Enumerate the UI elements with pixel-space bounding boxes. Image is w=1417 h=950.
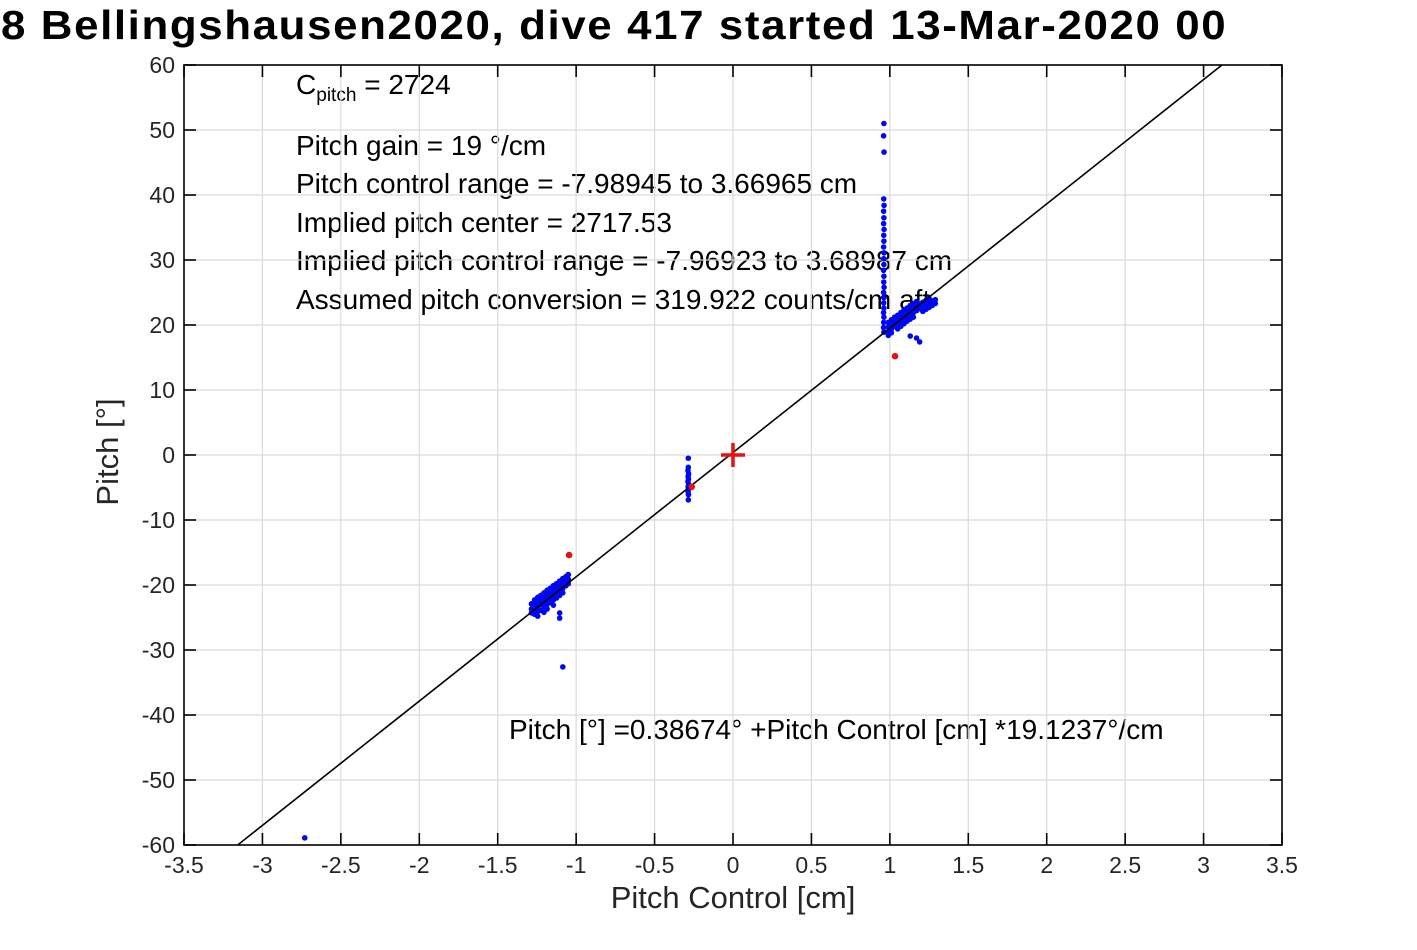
svg-text:40: 40 bbox=[149, 182, 175, 208]
annotation-implied-pitch-control-range: Implied pitch control range = -7.96923 t… bbox=[296, 245, 953, 277]
figure-title: 8 Bellingshausen2020, dive 417 started 1… bbox=[1, 2, 1228, 48]
svg-text:0: 0 bbox=[162, 442, 175, 468]
svg-text:-50: -50 bbox=[142, 767, 175, 793]
svg-text:10: 10 bbox=[149, 377, 175, 403]
svg-text:1: 1 bbox=[883, 852, 896, 878]
svg-text:-60: -60 bbox=[142, 832, 175, 858]
cpitch-subscript: pitch bbox=[316, 85, 357, 107]
svg-text:50: 50 bbox=[149, 117, 175, 143]
svg-text:3: 3 bbox=[1197, 852, 1210, 878]
svg-text:20: 20 bbox=[149, 312, 175, 338]
svg-text:-3.5: -3.5 bbox=[164, 852, 204, 878]
x-axis-label: Pitch Control [cm] bbox=[610, 880, 856, 915]
svg-text:-0.5: -0.5 bbox=[635, 852, 675, 878]
annotation-assumed-pitch-conversion: Assumed pitch conversion = 319.922 count… bbox=[296, 283, 931, 315]
svg-text:-2.5: -2.5 bbox=[321, 852, 361, 878]
x-tick-labels: -3.5 -3 -2.5 -2 -1.5 -1 -0.5 0 0.5 1 1.5 2 2.5 3 3.5 bbox=[164, 852, 1298, 878]
pitch-center-marker bbox=[721, 443, 745, 467]
svg-text:-1: -1 bbox=[566, 852, 586, 878]
annotation-pitch-control-range: Pitch control range = -7.98945 to 3.6696… bbox=[296, 168, 858, 200]
svg-text:-40: -40 bbox=[142, 702, 175, 728]
annotation-block: Cpitch = 2724 Pitch gain = 19 °/cm Pitch… bbox=[296, 66, 952, 319]
svg-text:2.5: 2.5 bbox=[1109, 852, 1141, 878]
svg-text:30: 30 bbox=[149, 247, 175, 273]
y-tick-labels: -60 -50 -40 -30 -20 -10 0 10 20 30 40 50 60 bbox=[142, 52, 175, 858]
svg-text:-1.5: -1.5 bbox=[478, 852, 518, 878]
svg-text:3.5: 3.5 bbox=[1266, 852, 1298, 878]
y-axis-label: Pitch [°] bbox=[90, 398, 125, 506]
svg-text:-10: -10 bbox=[142, 507, 175, 533]
fit-equation-label: Pitch [°] =0.38674° +Pitch Control [cm] … bbox=[509, 714, 1164, 745]
svg-text:0.5: 0.5 bbox=[795, 852, 827, 878]
annotation-cpitch: Cpitch = 2724 bbox=[296, 69, 451, 107]
svg-text:1.5: 1.5 bbox=[952, 852, 984, 878]
annotation-implied-pitch-center: Implied pitch center = 2717.53 bbox=[296, 206, 672, 238]
svg-text:0: 0 bbox=[727, 852, 740, 878]
svg-text:-20: -20 bbox=[142, 572, 175, 598]
annotation-pitch-gain: Pitch gain = 19 °/cm bbox=[296, 129, 547, 161]
svg-text:2: 2 bbox=[1040, 852, 1053, 878]
svg-text:60: 60 bbox=[149, 52, 175, 78]
svg-text:-2: -2 bbox=[409, 852, 429, 878]
svg-text:-30: -30 bbox=[142, 637, 175, 663]
flagged-points bbox=[565, 352, 899, 559]
svg-text:-3: -3 bbox=[252, 852, 272, 878]
